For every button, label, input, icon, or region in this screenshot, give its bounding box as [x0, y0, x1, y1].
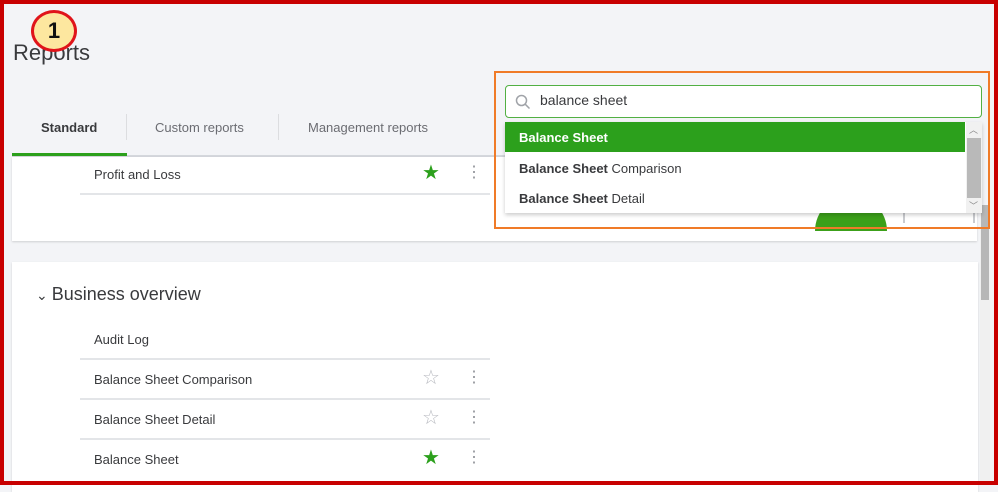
more-options-icon[interactable]: ⋮ [466, 409, 482, 426]
search-results-dropdown: Balance Sheet Balance Sheet Comparison B… [505, 122, 982, 213]
search-input[interactable] [540, 92, 960, 108]
dropdown-scrollbar[interactable]: ︿ ﹀ [966, 122, 982, 213]
report-search-field[interactable] [505, 85, 982, 118]
tab-standard[interactable]: Standard [41, 120, 98, 135]
report-label: Balance Sheet [94, 452, 179, 467]
more-options-icon[interactable]: ⋮ [466, 164, 482, 181]
star-filled-icon[interactable]: ★ [422, 162, 440, 184]
star-filled-icon[interactable]: ★ [422, 447, 440, 469]
report-row-profit-and-loss[interactable]: Profit and Loss ★ ⋮ [80, 155, 490, 195]
search-result-balance-sheet-detail[interactable]: Balance Sheet Detail [505, 183, 965, 213]
search-icon [515, 94, 531, 110]
result-match: Balance Sheet [519, 130, 608, 145]
section-header[interactable]: ⌄ Business overview [36, 284, 201, 305]
report-row-balance-sheet-detail[interactable]: Balance Sheet Detail ☆ ⋮ [80, 400, 490, 440]
business-overview-card: ⌄ Business overview Audit Log Balance She… [12, 262, 978, 492]
highlight-box [494, 71, 990, 229]
scroll-down-icon[interactable]: ﹀ [969, 201, 979, 211]
scrollbar-thumb[interactable] [981, 205, 989, 300]
row-divider [80, 398, 490, 400]
tab-custom-reports[interactable]: Custom reports [155, 120, 244, 135]
row-divider [80, 193, 490, 195]
star-outline-icon[interactable]: ☆ [422, 407, 440, 429]
result-rest: Comparison [607, 161, 682, 176]
row-divider [80, 358, 490, 360]
active-tab-indicator [12, 153, 127, 156]
step-badge: 1 [31, 10, 77, 52]
report-row-balance-sheet-comparison[interactable]: Balance Sheet Comparison ☆ ⋮ [80, 360, 490, 400]
search-result-balance-sheet[interactable]: Balance Sheet [505, 122, 965, 152]
result-match: Balance Sheet [519, 191, 608, 206]
report-label: Balance Sheet Detail [94, 412, 216, 427]
tab-management-reports[interactable]: Management reports [308, 120, 428, 135]
more-options-icon[interactable]: ⋮ [466, 449, 482, 466]
report-label: Audit Log [94, 332, 149, 347]
more-options-icon[interactable]: ⋮ [466, 369, 482, 386]
page-scrollbar[interactable] [980, 205, 990, 485]
report-row-balance-sheet[interactable]: Balance Sheet ★ ⋮ [80, 440, 490, 480]
report-label: Profit and Loss [94, 167, 181, 182]
tab-divider [126, 114, 127, 140]
report-label: Balance Sheet Comparison [94, 372, 253, 387]
chevron-down-icon: ⌄ [36, 287, 48, 303]
report-row-audit-log[interactable]: Audit Log [80, 320, 490, 360]
star-outline-icon[interactable]: ☆ [422, 367, 440, 389]
scroll-up-icon[interactable]: ︿ [969, 125, 979, 135]
tab-divider [278, 114, 279, 140]
result-rest: Detail [607, 191, 645, 206]
scrollbar-thumb[interactable] [967, 138, 981, 198]
result-match: Balance Sheet [519, 161, 608, 176]
search-result-balance-sheet-comparison[interactable]: Balance Sheet Comparison [505, 153, 965, 183]
row-divider [80, 438, 490, 440]
section-title: Business overview [51, 284, 201, 304]
